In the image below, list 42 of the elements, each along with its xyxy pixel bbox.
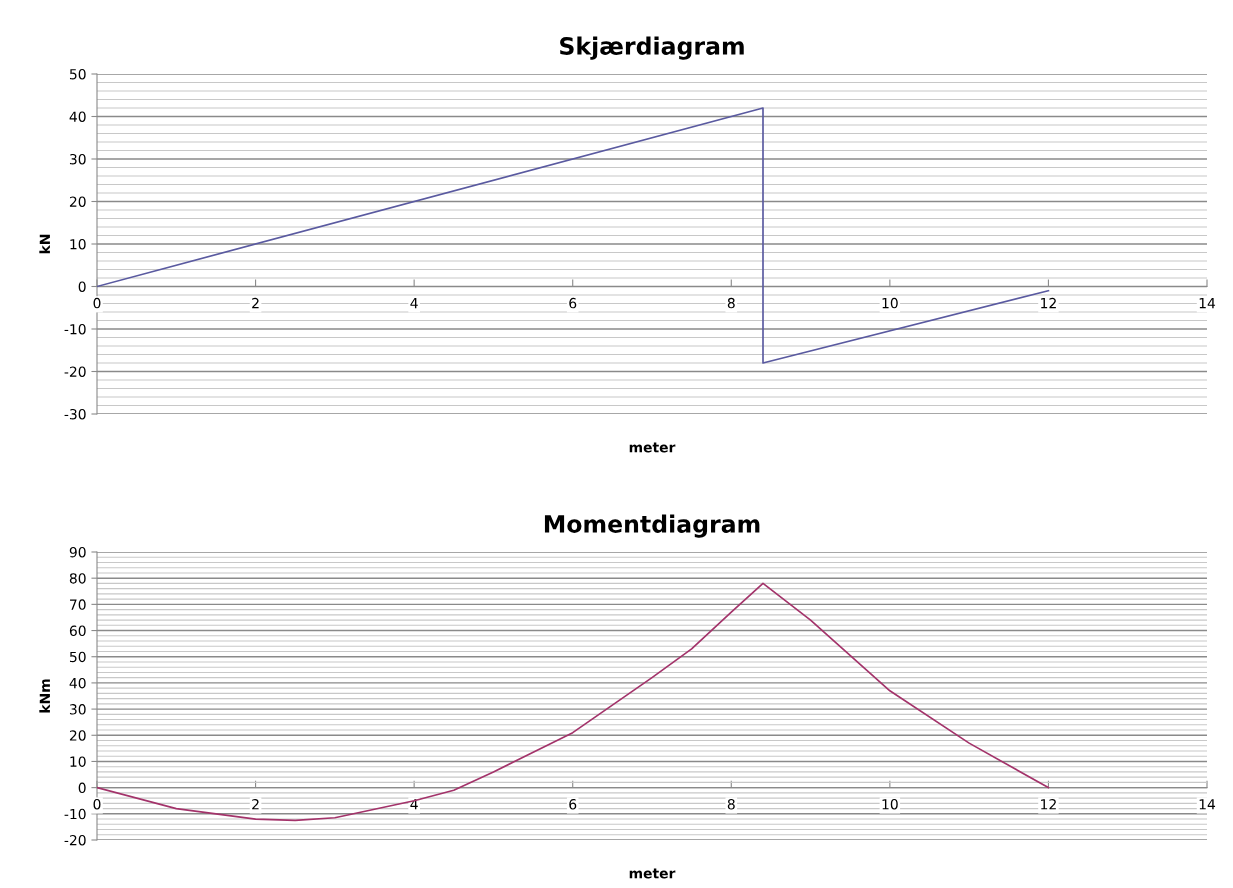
y-tick-label: 80 — [69, 573, 86, 584]
y-axis-title: kN — [39, 234, 50, 254]
y-tick-label: 90 — [69, 546, 86, 558]
x-tick-label: 2 — [252, 798, 259, 810]
y-tick-label: -20 — [64, 834, 86, 846]
y-axis-title: kNm — [39, 679, 50, 713]
y-tick-label: 30 — [69, 704, 86, 715]
y-tick-label: 40 — [69, 111, 86, 122]
y-tick-label: -30 — [64, 408, 86, 420]
x-tick-label: 2 — [252, 297, 259, 309]
y-tick-label: 50 — [69, 651, 86, 663]
x-axis-title: meter — [629, 868, 676, 879]
chart-title: Momentdiagram — [544, 514, 760, 538]
x-tick-label: 6 — [569, 297, 577, 309]
y-tick-label: 60 — [69, 625, 86, 637]
x-tick-label: 14 — [1199, 799, 1216, 810]
y-tick-label: 10 — [70, 238, 86, 250]
y-tick-label: -10 — [64, 323, 86, 335]
y-tick-label: 40 — [69, 677, 86, 689]
y-tick-label: 70 — [70, 599, 86, 610]
x-tick-label: 12 — [1041, 297, 1056, 309]
x-axis-title: meter — [629, 442, 676, 453]
x-tick-label: 14 — [1199, 298, 1216, 309]
x-tick-label: 8 — [727, 798, 735, 810]
y-tick-label: 20 — [69, 196, 86, 207]
x-tick-label: 10 — [882, 297, 898, 309]
y-tick-label: -20 — [64, 366, 86, 377]
x-tick-label: 8 — [727, 297, 735, 309]
y-tick-label: 0 — [78, 281, 86, 292]
y-tick-label: 0 — [78, 782, 86, 794]
x-tick-label: 4 — [410, 298, 418, 309]
x-tick-label: 10 — [882, 798, 898, 810]
y-tick-label: 50 — [69, 68, 86, 80]
x-tick-label: 12 — [1041, 798, 1056, 810]
y-tick-label: -10 — [64, 808, 86, 820]
y-tick-label: 20 — [69, 730, 86, 741]
x-tick-label: 0 — [93, 798, 101, 810]
y-tick-label: 10 — [70, 756, 86, 767]
chart-title: Skjærdiagram — [560, 36, 744, 60]
x-tick-label: 0 — [93, 297, 101, 309]
y-tick-label: 30 — [69, 153, 86, 165]
x-tick-label: 6 — [569, 798, 577, 810]
